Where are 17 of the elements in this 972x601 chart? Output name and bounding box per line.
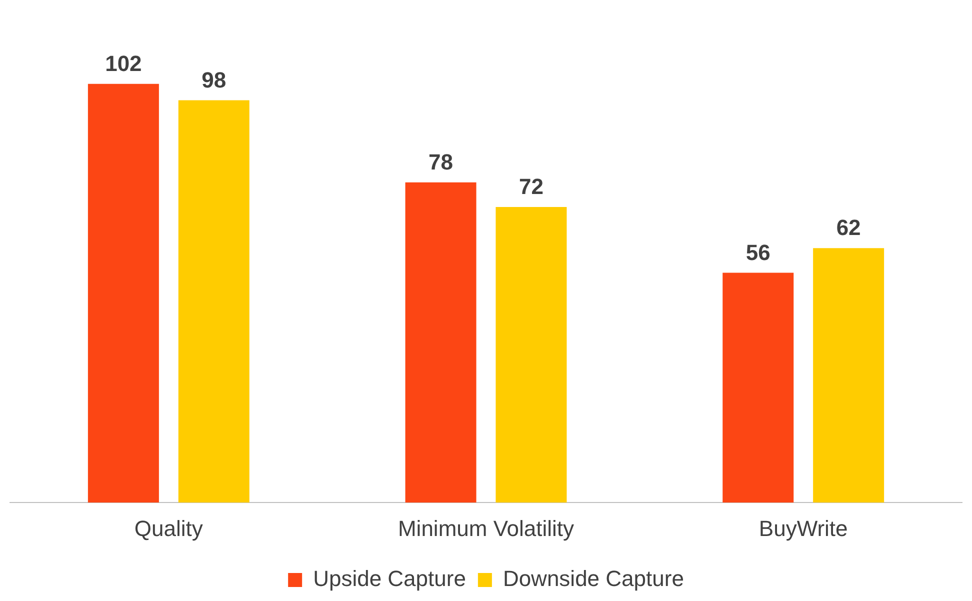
bar bbox=[88, 84, 159, 503]
bar bbox=[813, 248, 884, 503]
x-tick-label: Quality bbox=[134, 516, 203, 541]
bar bbox=[496, 207, 567, 503]
x-tick-label: Minimum Volatility bbox=[398, 516, 574, 541]
legend-label: Downside Capture bbox=[502, 566, 684, 592]
bar bbox=[722, 272, 794, 503]
bar bbox=[405, 182, 476, 503]
data-label: 72 bbox=[518, 174, 544, 200]
bar bbox=[178, 100, 250, 503]
data-label: 78 bbox=[428, 149, 454, 174]
data-label: 56 bbox=[746, 240, 770, 265]
data-label: 62 bbox=[836, 215, 861, 240]
data-label: 102 bbox=[105, 50, 142, 76]
data-label: 98 bbox=[202, 67, 226, 92]
legend-label: Upside Capture bbox=[313, 566, 466, 592]
x-tick-label: BuyWrite bbox=[758, 516, 848, 541]
